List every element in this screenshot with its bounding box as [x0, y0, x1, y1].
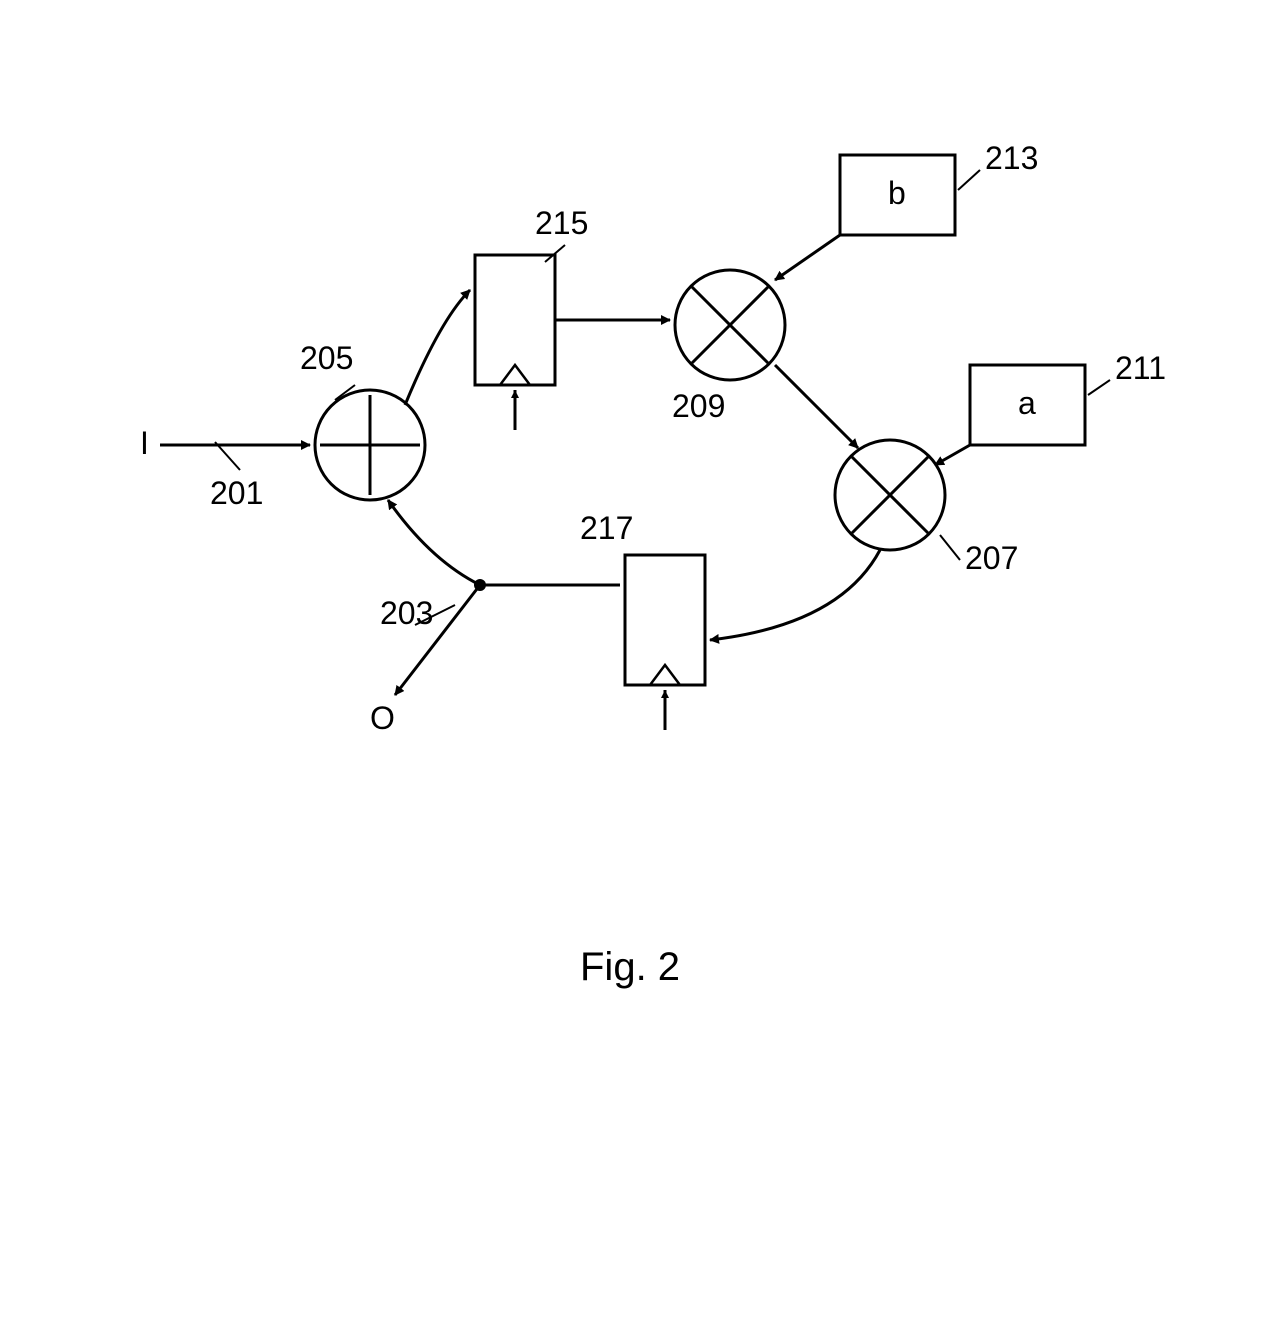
coefficient-a-label: a	[1018, 385, 1036, 422]
ref-209: 209	[672, 388, 725, 425]
ref-205: 205	[300, 340, 353, 377]
adder-node	[315, 390, 425, 500]
leader-207	[940, 535, 960, 560]
ref-203: 203	[380, 595, 433, 632]
multiplier-b-node	[675, 270, 785, 380]
edge-tap-adder	[388, 500, 480, 585]
multiplier-a-node	[835, 440, 945, 550]
ref-207: 207	[965, 540, 1018, 577]
leader-213	[958, 170, 980, 190]
ref-211: 211	[1115, 350, 1166, 387]
edge-b-mult209	[775, 235, 840, 280]
edge-adder-delay215	[405, 290, 470, 405]
edge-mult207-delay217	[710, 550, 880, 640]
leader-211	[1088, 380, 1110, 395]
figure-caption: Fig. 2	[580, 945, 680, 990]
diagram-canvas	[0, 0, 1284, 1329]
ref-213: 213	[985, 140, 1038, 177]
ref-201: 201	[210, 475, 263, 512]
ref-217: 217	[580, 510, 633, 547]
coefficient-b-label: b	[888, 175, 906, 212]
ref-215: 215	[535, 205, 588, 242]
edge-a-mult207	[935, 445, 970, 465]
output-port-label: O	[370, 700, 395, 737]
input-port-label: I	[140, 425, 149, 462]
delay-upper-block	[475, 255, 555, 430]
delay-lower-block	[625, 555, 705, 730]
edge-mult209-mult207	[775, 365, 858, 448]
